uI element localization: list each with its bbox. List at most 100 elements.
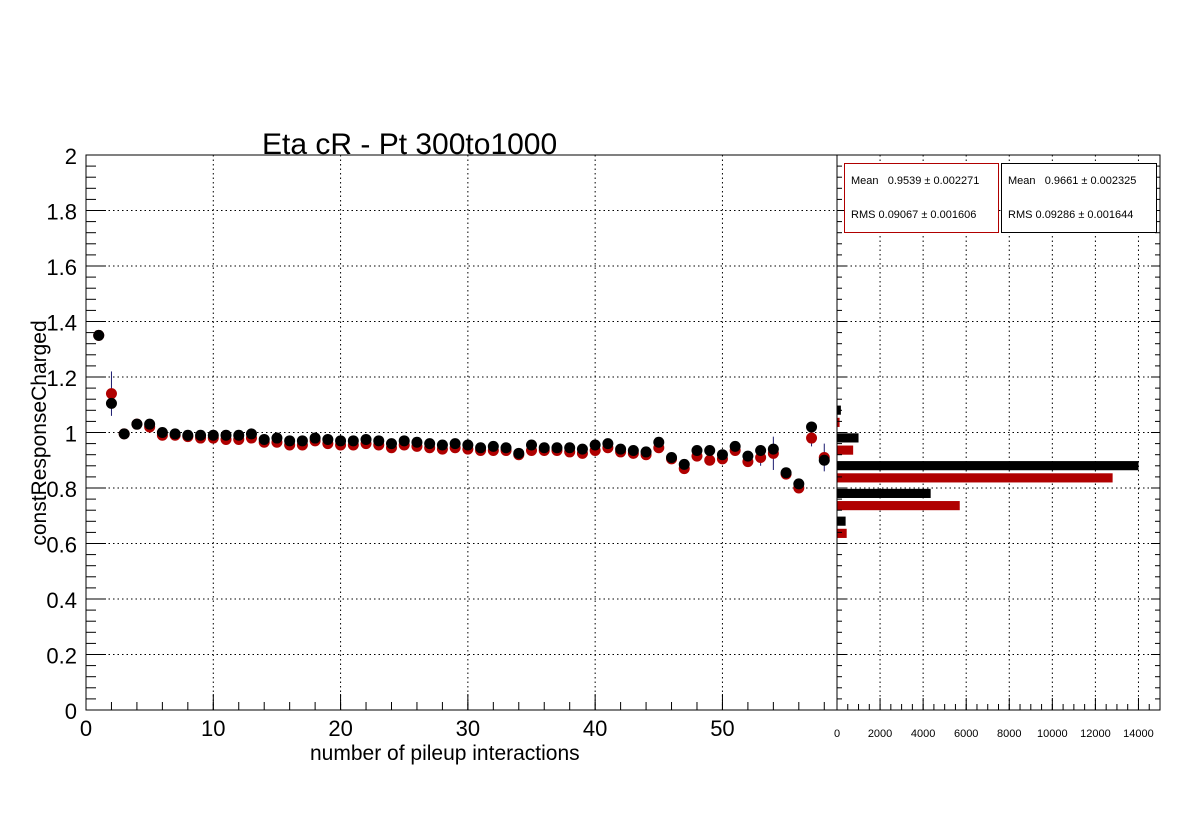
rms-label: RMS [851, 209, 876, 221]
rms-value: 0.09067 ± 0.001606 [878, 209, 977, 221]
data-point [245, 428, 257, 440]
chart-title: Eta cR - Pt 300to1000 [262, 128, 558, 161]
data-point [704, 454, 716, 466]
histogram-bar [837, 433, 859, 443]
histogram-bar [837, 501, 960, 511]
mean-label: Mean [851, 175, 879, 187]
stats-box-red: Mean 0.9539 ± 0.002271 RMS 0.09067 ± 0.0… [844, 163, 999, 233]
data-point [271, 432, 283, 444]
data-point [207, 429, 219, 441]
y-tick-label: 0.2 [46, 644, 77, 669]
data-point [576, 443, 588, 455]
data-point [284, 435, 296, 447]
data-point [131, 418, 143, 430]
x-tick-label: 50 [710, 716, 734, 741]
data-point [156, 427, 168, 438]
data-point [640, 446, 652, 458]
data-point [233, 429, 245, 441]
data-point [767, 443, 779, 455]
data-point [627, 445, 639, 457]
x-tick-label: 2000 [868, 728, 892, 740]
y-tick-label: 2 [65, 144, 77, 169]
data-point [398, 435, 410, 447]
data-point [424, 438, 436, 450]
y-tick-label: 1.6 [46, 255, 77, 280]
data-point [118, 428, 130, 440]
data-point [93, 329, 105, 341]
x-tick-label: 40 [583, 716, 607, 741]
data-point [615, 443, 627, 455]
rms-label: RMS [1008, 209, 1033, 221]
histogram-bar [837, 528, 847, 538]
data-point [729, 440, 741, 452]
data-point [195, 429, 207, 441]
data-point [538, 442, 550, 454]
y-tick-label: 1.2 [46, 366, 77, 391]
data-point [755, 445, 767, 457]
data-point [144, 418, 156, 430]
data-point [602, 438, 614, 450]
data-point [526, 439, 538, 451]
data-point [564, 442, 576, 454]
x-tick-label: 12000 [1080, 728, 1111, 740]
histogram-bar [837, 417, 840, 427]
data-point [780, 467, 792, 479]
data-point [220, 429, 232, 441]
data-point [653, 436, 665, 448]
mean-value: 0.9539 ± 0.002271 [887, 175, 980, 187]
y-tick-label: 0.4 [46, 588, 77, 613]
y-tick-label: 0.6 [46, 533, 77, 558]
stats-box-black: Mean 0.9661 ± 0.002325 RMS 0.09286 ± 0.0… [1001, 163, 1157, 233]
histogram-bar [837, 473, 1113, 483]
data-point [169, 428, 181, 440]
x-tick-label: 30 [456, 716, 480, 741]
data-point [818, 454, 830, 466]
histogram-bar [837, 461, 1139, 471]
data-point [589, 439, 601, 451]
y-axis-label: constResponseCharged [28, 320, 51, 546]
x-tick-label: 0 [80, 716, 92, 741]
data-point [258, 433, 270, 445]
data-point [411, 436, 423, 448]
axes [85, 154, 1161, 711]
x-tick-label: 10000 [1037, 728, 1068, 740]
x-axis-label: number of pileup interactions [310, 742, 580, 765]
y-tick-label: 1.4 [46, 311, 77, 336]
data-point [373, 435, 385, 447]
y-tick-label: 1.8 [46, 200, 77, 225]
data-point [513, 447, 525, 459]
data-point [806, 421, 818, 433]
data-point [742, 450, 754, 462]
histogram-bars [837, 405, 1139, 538]
data-point [335, 435, 347, 447]
data-point [806, 432, 818, 444]
y-tick-label: 1 [65, 422, 77, 447]
y-tick-label: 0 [65, 699, 77, 724]
data-point [462, 439, 474, 451]
histogram-bar [837, 488, 931, 498]
data-point [385, 438, 397, 450]
x-tick-label: 4000 [911, 728, 935, 740]
data-point [666, 451, 678, 463]
grid-lines [86, 155, 1160, 710]
data-point [105, 397, 117, 409]
x-tick-label: 6000 [954, 728, 978, 740]
data-point [182, 429, 194, 441]
x-tick-label: 0 [834, 728, 840, 740]
data-point [487, 440, 499, 452]
data-point [449, 438, 461, 450]
data-point [105, 388, 117, 400]
data-point [500, 442, 512, 454]
data-point [347, 435, 359, 447]
data-point [296, 435, 308, 447]
rms-value: 0.09286 ± 0.001644 [1035, 209, 1134, 221]
histogram-bar [837, 445, 854, 455]
data-point [309, 432, 321, 444]
x-tick-label: 10 [201, 716, 225, 741]
data-point [322, 433, 334, 445]
histogram-frame [836, 154, 1161, 711]
data-point [436, 439, 448, 451]
x-tick-label: 8000 [997, 728, 1021, 740]
data-point [551, 442, 563, 454]
